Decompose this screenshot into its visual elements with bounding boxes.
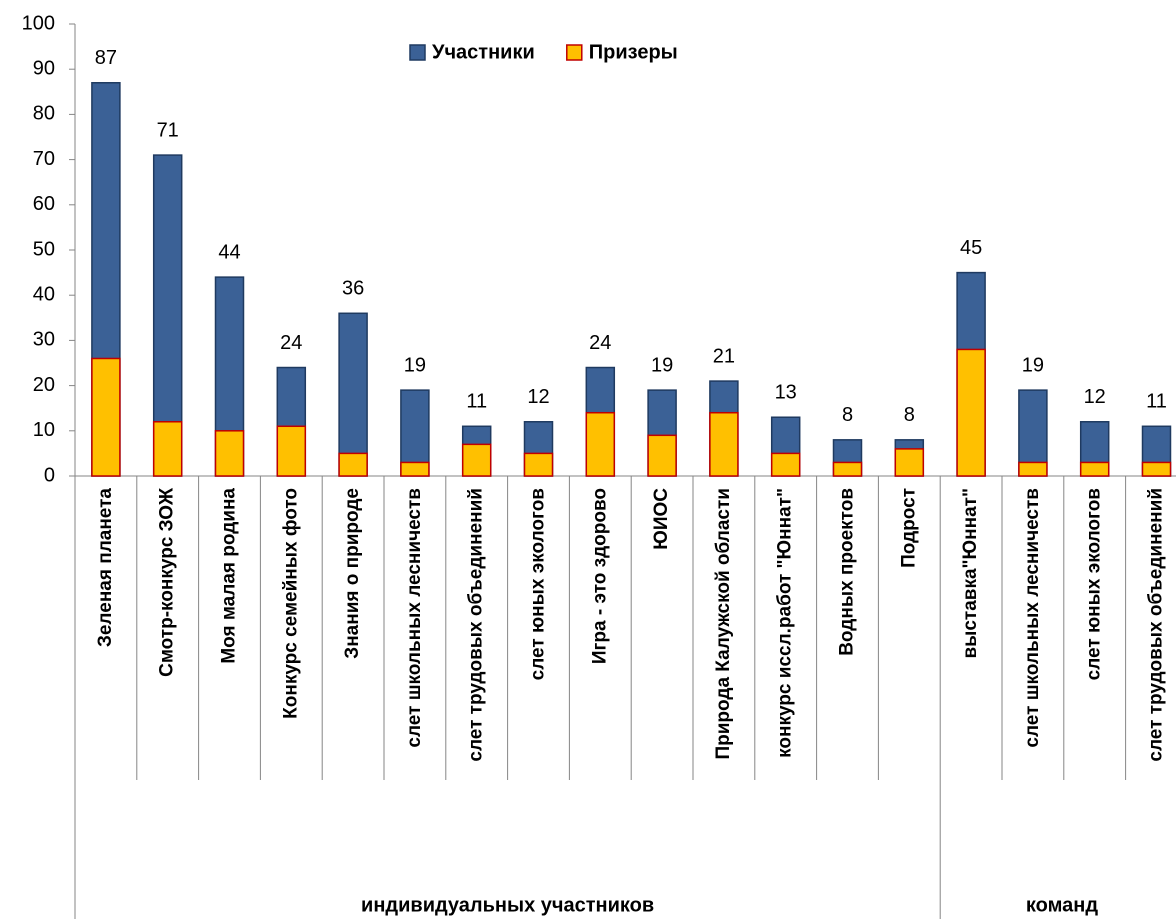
y-tick-label: 90 — [33, 57, 55, 79]
x-tick-label: Смотр-конкурс ЗОЖ — [157, 487, 178, 677]
x-tick-label: Моя малая родина — [219, 488, 240, 664]
bar — [276, 425, 307, 477]
x-tick-label: слет юных экологов — [528, 488, 549, 680]
x-tick-label: слет трудовых объединений — [1146, 488, 1167, 762]
x-tick-label: Игра - это здорово — [589, 488, 610, 664]
y-tick-label: 60 — [33, 193, 55, 215]
legend-swatch — [566, 44, 583, 61]
data-label: 8 — [842, 404, 853, 426]
data-label: 87 — [95, 47, 117, 69]
data-label: 19 — [651, 354, 673, 376]
x-tick-label: Водных проектов — [837, 488, 858, 656]
bar — [523, 452, 554, 477]
x-tick-label: слет школьных лесничеств — [1022, 488, 1043, 748]
data-label: 71 — [157, 119, 179, 141]
y-tick-label: 0 — [44, 464, 55, 486]
data-label: 36 — [342, 278, 364, 300]
legend-label: Участники — [432, 41, 535, 63]
x-tick-label: слет трудовых объединений — [466, 488, 487, 762]
data-label: 11 — [466, 391, 487, 413]
bar — [214, 430, 245, 477]
data-label: 44 — [218, 241, 240, 263]
data-label: 45 — [960, 237, 982, 259]
x-tick-label: Подрост — [898, 488, 919, 568]
bar — [1018, 461, 1048, 477]
x-tick-label: конкурс иссл.работ "Юннат" — [775, 488, 796, 758]
bar — [1079, 461, 1110, 477]
bar — [461, 443, 492, 477]
y-tick-label: 10 — [33, 419, 55, 441]
x-tick-label: слет школьных лесничеств — [404, 488, 425, 748]
bar — [1141, 461, 1172, 477]
data-label: 12 — [527, 386, 549, 408]
data-label: 21 — [713, 345, 735, 367]
x-tick-label: выставка"Юннат" — [960, 488, 981, 659]
bar — [770, 452, 801, 477]
data-label: 24 — [280, 332, 302, 354]
y-tick-label: 20 — [33, 374, 55, 396]
x-tick-label: слет юных экологов — [1084, 488, 1105, 680]
data-label: 8 — [904, 404, 915, 426]
data-label: 13 — [775, 382, 797, 404]
legend-swatch — [409, 44, 426, 61]
x-tick-label: Природа Калужской области — [713, 488, 734, 760]
data-label: 12 — [1084, 386, 1106, 408]
bar — [894, 448, 925, 477]
bar — [647, 434, 677, 477]
y-tick-label: 70 — [33, 148, 55, 170]
bar — [338, 452, 368, 477]
group-label: индивидуальных участников — [361, 894, 654, 916]
y-tick-label: 30 — [33, 329, 55, 351]
legend-label: Призеры — [589, 41, 678, 63]
data-label: 19 — [404, 354, 426, 376]
data-label: 19 — [1022, 354, 1044, 376]
y-tick-label: 100 — [22, 12, 55, 34]
bar — [400, 461, 430, 477]
y-tick-label: 80 — [33, 103, 55, 125]
bar — [709, 411, 739, 477]
bar — [152, 421, 183, 477]
x-tick-label: Зеленая планета — [95, 488, 116, 647]
bar — [91, 357, 121, 477]
group-label: команд — [1026, 894, 1098, 916]
bar — [400, 389, 430, 477]
bar — [585, 411, 616, 477]
data-label: 24 — [589, 332, 611, 354]
bar — [832, 461, 863, 477]
bar — [338, 312, 368, 477]
bar — [956, 348, 986, 477]
x-tick-label: Знания о природе — [342, 488, 363, 659]
y-tick-label: 50 — [33, 238, 55, 260]
y-tick-label: 40 — [33, 283, 55, 305]
x-tick-label: ЮИОС — [651, 488, 672, 550]
data-label: 11 — [1146, 391, 1167, 413]
x-tick-label: Конкурс семейных фото — [280, 488, 301, 719]
